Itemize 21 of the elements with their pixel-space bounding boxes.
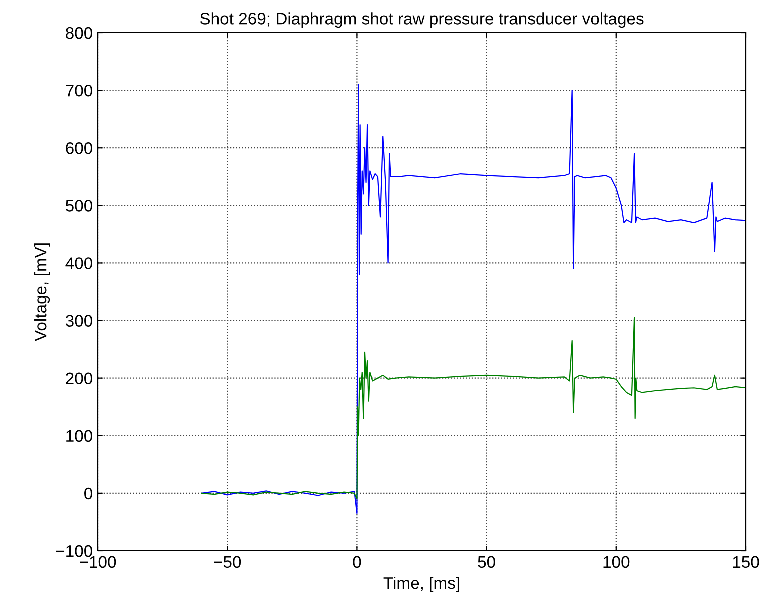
y-axis-title: Voltage, [mV] bbox=[34, 244, 50, 342]
y-tick-label: 300 bbox=[66, 315, 92, 327]
y-tick-label: 600 bbox=[66, 142, 92, 154]
y-tick-label: 500 bbox=[66, 200, 92, 212]
x-tick-label: 150 bbox=[733, 556, 760, 568]
x-tick-label: −50 bbox=[214, 556, 242, 568]
chart-title: Shot 269; Diaphragm shot raw pressure transducer voltages bbox=[200, 12, 644, 28]
y-tick-label: 400 bbox=[66, 258, 92, 270]
y-tick-label: 800 bbox=[66, 27, 92, 40]
y-tick-label: 0 bbox=[84, 488, 92, 500]
y-tick-label: −100 bbox=[56, 545, 92, 558]
line-series bbox=[201, 317, 746, 500]
x-tick-label: 50 bbox=[478, 556, 496, 568]
x-tick-label: −100 bbox=[80, 556, 116, 568]
y-tick-label: 100 bbox=[66, 430, 92, 442]
line-series bbox=[201, 84, 746, 514]
x-tick-label: 0 bbox=[353, 556, 362, 568]
y-tick-label: 700 bbox=[66, 84, 92, 97]
x-axis-title: Time, [ms] bbox=[384, 576, 460, 592]
x-tick-label: 100 bbox=[604, 556, 630, 568]
y-tick-label: 200 bbox=[66, 372, 92, 385]
